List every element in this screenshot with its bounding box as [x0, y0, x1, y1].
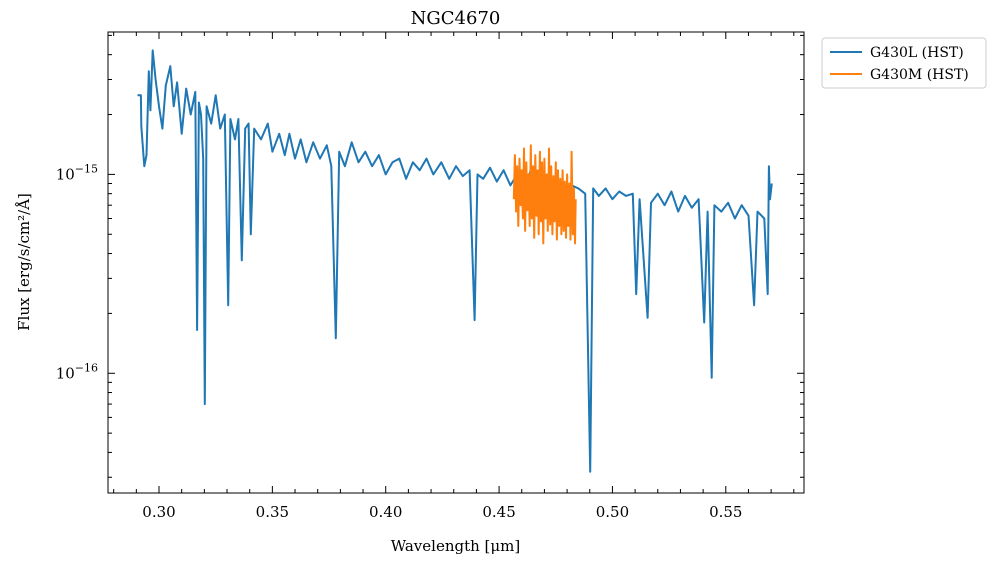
y-axis-label: Flux [erg/s/cm²/Å]	[15, 193, 33, 331]
series-layer	[137, 49, 773, 473]
y-tick-label: 10−16	[56, 361, 98, 382]
x-axis-label: Wavelength [μm]	[391, 537, 520, 555]
y-tick-label: 10−15	[56, 162, 98, 183]
x-tick-label: 0.55	[709, 503, 742, 521]
x-tick-label: 0.35	[256, 503, 289, 521]
x-tick-label: 0.40	[369, 503, 402, 521]
x-tick-label: 0.30	[142, 503, 175, 521]
legend: G430L (HST) G430M (HST)	[821, 37, 987, 89]
plot-frame	[107, 31, 805, 494]
legend-label-g430m: G430M (HST)	[870, 67, 969, 83]
x-tick-label: 0.45	[482, 503, 515, 521]
legend-label-g430l: G430L (HST)	[870, 45, 964, 61]
chart-title: NGC4670	[411, 8, 501, 29]
series-line-g430m	[512, 144, 577, 245]
legend-frame	[821, 37, 987, 89]
series-line-g430l	[137, 49, 773, 473]
y-axis-label-text: Flux [erg/s/cm²/Å]	[15, 193, 33, 331]
x-tick-label: 0.50	[596, 503, 629, 521]
ticks-layer: 0.30 0.35 0.40 0.45 0.50 0.55 10−15 10−16	[56, 32, 804, 521]
